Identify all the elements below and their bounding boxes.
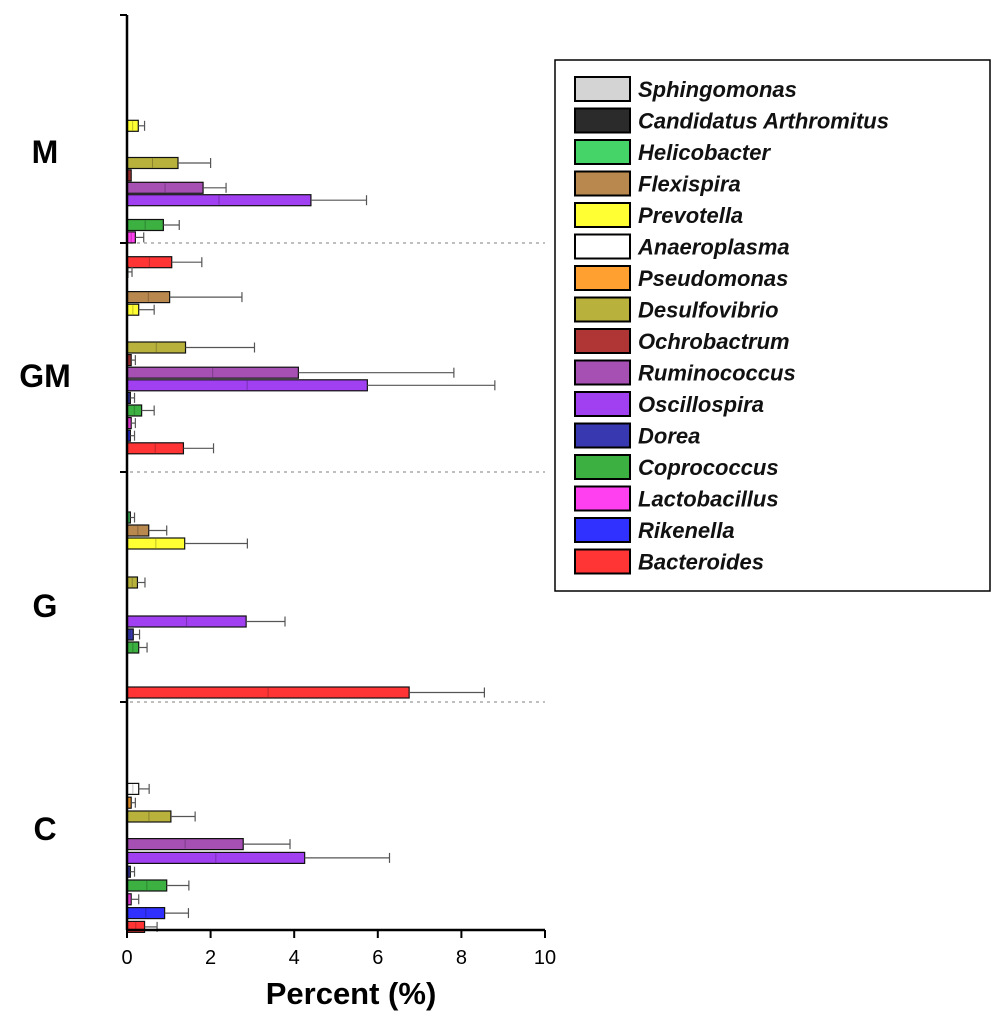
x-tick-label: 2 [205, 947, 216, 969]
group-label-G: G [33, 588, 58, 624]
legend-label: Candidatus Arthromitus [638, 109, 889, 134]
plot-area [126, 119, 545, 934]
legend-swatch [574, 265, 631, 291]
legend-swatch [574, 391, 631, 417]
legend-swatch [574, 233, 631, 260]
legend-swatch [574, 76, 631, 102]
legend-label: Bacteroides [638, 550, 764, 575]
group-label-C: C [33, 811, 56, 847]
x-axis: Percent (%) M GM G C 0 2 4 6 8 10 [19, 14, 556, 1011]
legend-label: Desulfovibrio [638, 298, 779, 323]
legend-swatch [574, 359, 631, 386]
legend-label: Ruminococcus [638, 361, 796, 386]
legend-label: Pseudomonas [638, 266, 788, 291]
x-tick-label: 8 [456, 947, 467, 969]
legend: Sphingomonas Candidatus Arthromitus Helico… [554, 59, 991, 592]
legend-label: Oscillospira [638, 392, 764, 417]
x-tick-label: 4 [289, 947, 300, 969]
legend-swatch [574, 485, 631, 512]
legend-swatch [574, 170, 631, 197]
legend-label: Coprococcus [638, 455, 779, 480]
legend-swatch [574, 139, 631, 165]
legend-swatch [574, 202, 631, 228]
legend-swatch [574, 548, 631, 575]
legend-label: Sphingomonas [638, 77, 797, 102]
legend-label: Dorea [638, 424, 700, 449]
legend-swatch [574, 454, 631, 480]
x-axis-title: Percent (%) [266, 976, 437, 1011]
x-tick-label: 6 [372, 947, 383, 969]
legend-label: Helicobacter [638, 140, 771, 165]
legend-label: Anaeroplasma [637, 235, 790, 260]
x-tick-label: 10 [534, 947, 556, 969]
group-label-M: M [32, 134, 59, 170]
legend-swatch [574, 517, 631, 543]
x-tick-label: 0 [121, 947, 132, 969]
legend-label: Rikenella [638, 518, 735, 543]
legend-swatch [574, 107, 631, 134]
group-label-GM: GM [19, 358, 71, 394]
legend-swatch [574, 422, 631, 449]
legend-swatch [574, 328, 631, 354]
legend-label: Ochrobactrum [638, 329, 790, 354]
legend-label: Prevotella [638, 203, 743, 228]
legend-swatch [574, 296, 631, 323]
legend-label: Flexispira [638, 172, 741, 197]
legend-label: Lactobacillus [638, 487, 779, 512]
